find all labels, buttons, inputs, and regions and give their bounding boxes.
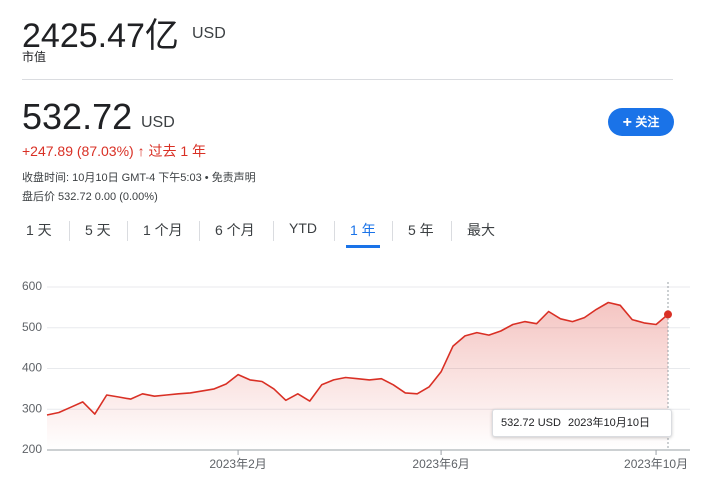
tooltip-date: 2023年10月10日 [568,417,650,429]
y-tick-label: 200 [22,442,42,456]
tab-separator [69,221,70,241]
range-tab[interactable]: 5 天 [85,222,111,238]
disclaimer-link[interactable]: 免责声明 [211,172,256,184]
market-cap: 2425.47亿 [22,17,179,55]
close-info: 收盘时间: 10月10日 GMT-4 下午5:03 • 免责声明 [22,172,256,184]
y-tick-label: 400 [22,361,42,375]
divider [22,79,673,80]
follow-button[interactable]: + 关注 [608,108,674,136]
range-tab[interactable]: 最大 [467,222,495,238]
close-time: 收盘时间: 10月10日 GMT-4 下午5:03 [22,172,202,184]
price: 532.72 [22,96,133,137]
down-arrow-icon: ↑ [137,143,145,159]
tab-separator [199,221,200,241]
tab-separator [273,221,274,241]
change-row: +247.89 (87.03%) ↑ 过去 1 年 [22,141,206,161]
tab-separator [451,221,452,241]
tab-separator [392,221,393,241]
tab-separator [127,221,128,241]
period: 过去 1 年 [148,143,207,159]
range-tab[interactable]: 5 年 [408,222,434,238]
y-tick-label: 600 [22,279,42,293]
range-tab[interactable]: 1 年 [346,220,380,248]
price-currency: USD [141,114,175,131]
tooltip-price: 532.72 USD [501,417,561,429]
range-tab[interactable]: 1 个月 [143,222,183,238]
range-tab[interactable]: YTD [289,220,317,236]
change: +247.89 (87.03%) [22,143,134,159]
tooltip: 532.72 USD 2023年10月10日 [492,409,672,437]
follow-label: 关注 [635,115,660,129]
y-tick-label: 500 [22,320,42,334]
x-tick-label: 2023年6月 [412,457,469,471]
end-point [664,310,672,319]
y-tick-label: 300 [22,401,42,415]
x-tick-label: 2023年10月 [624,457,688,471]
price-line [46,301,669,416]
after-hours: 盘后价 532.72 0.00 (0.00%) [22,191,158,203]
range-tab[interactable]: 1 天 [26,222,52,238]
tab-separator [334,221,335,241]
market-cap-currency: USD [192,25,226,42]
range-tab[interactable]: 6 个月 [215,222,255,238]
x-tick-label: 2023年2月 [209,457,266,471]
market-cap-label: 市值 [22,50,47,64]
